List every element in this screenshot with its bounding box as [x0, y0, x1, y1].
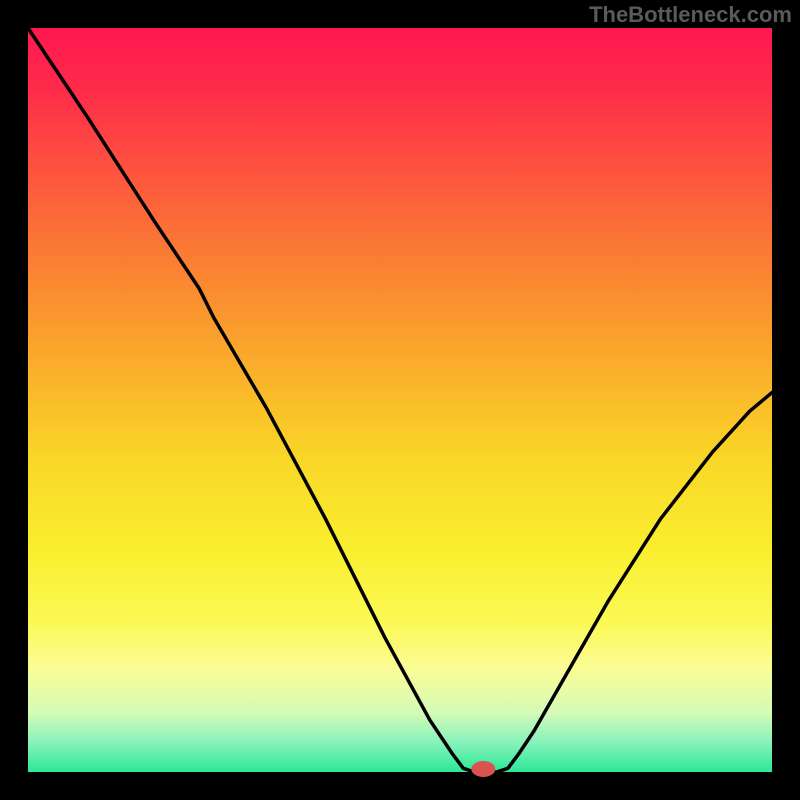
chart-svg	[0, 0, 800, 800]
optimum-marker	[471, 761, 495, 777]
bottleneck-chart: TheBottleneck.com	[0, 0, 800, 800]
watermark-text: TheBottleneck.com	[589, 2, 792, 28]
plot-background	[28, 28, 772, 772]
